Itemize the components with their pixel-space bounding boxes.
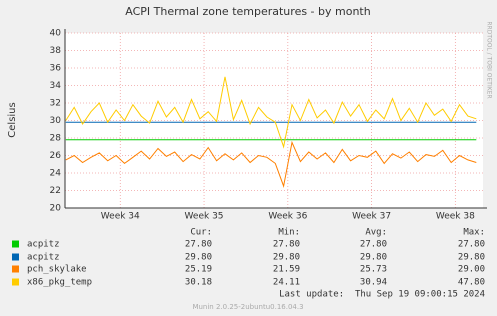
chart-title: ACPI Thermal zone temperatures - by mont… bbox=[125, 5, 370, 18]
y-tick-label: 20 bbox=[50, 204, 62, 214]
legend-value: 27.80 bbox=[360, 240, 387, 250]
legend-label: pch_skylake bbox=[27, 265, 87, 275]
x-tick-label: Week 37 bbox=[352, 212, 391, 222]
legend-value: 29.00 bbox=[458, 265, 485, 275]
y-axis-label: Celsius bbox=[7, 102, 18, 137]
legend-header: Avg: bbox=[365, 228, 387, 238]
x-tick-label: Week 36 bbox=[268, 212, 307, 222]
legend-swatch bbox=[12, 278, 19, 286]
y-tick-label: 24 bbox=[50, 169, 62, 179]
plot-area bbox=[65, 33, 483, 208]
x-tick-label: Week 34 bbox=[101, 212, 140, 222]
legend-value: 25.73 bbox=[360, 265, 387, 275]
legend-label: acpitz bbox=[27, 240, 60, 250]
legend-label: x86_pkg_temp bbox=[27, 278, 92, 288]
x-tick-label: Week 38 bbox=[436, 212, 475, 222]
legend-value: 29.80 bbox=[458, 253, 485, 263]
series-line bbox=[65, 76, 477, 149]
legend-label: acpitz bbox=[27, 253, 60, 263]
x-tick-label: Week 35 bbox=[185, 212, 224, 222]
last-update: Last update: Thu Sep 19 09:00:15 2024 bbox=[279, 290, 485, 300]
legend-swatch bbox=[12, 240, 19, 248]
y-tick-label: 32 bbox=[50, 99, 61, 109]
legend-value: 29.80 bbox=[273, 253, 300, 263]
legend-value: 27.80 bbox=[185, 240, 212, 250]
series-line bbox=[65, 140, 477, 188]
y-tick-label: 34 bbox=[50, 81, 62, 91]
legend-header: Min: bbox=[278, 228, 300, 238]
y-tick-label: 22 bbox=[50, 186, 61, 196]
legend-value: 27.80 bbox=[273, 240, 300, 250]
y-tick-label: 36 bbox=[50, 64, 62, 74]
footer: Munin 2.0.25-2ubuntu0.16.04.3 bbox=[192, 303, 303, 311]
y-tick-label: 26 bbox=[50, 151, 62, 161]
y-tick-label: 38 bbox=[50, 46, 62, 56]
legend-header: Cur: bbox=[190, 228, 212, 238]
legend-value: 29.80 bbox=[360, 253, 387, 263]
y-tick-label: 40 bbox=[50, 29, 62, 39]
legend-value: 30.94 bbox=[360, 278, 387, 288]
y-tick-label: 30 bbox=[50, 116, 62, 126]
legend-swatch bbox=[12, 253, 19, 261]
legend-value: 47.80 bbox=[458, 278, 485, 288]
legend-value: 29.80 bbox=[185, 253, 212, 263]
legend-value: 21.59 bbox=[273, 265, 300, 275]
legend-value: 27.80 bbox=[458, 240, 485, 250]
legend-header: Max: bbox=[463, 228, 485, 238]
legend-swatch bbox=[12, 265, 19, 273]
legend-value: 30.18 bbox=[185, 278, 212, 288]
watermark: RRDTOOL / TOBI OETIKER bbox=[486, 21, 493, 98]
y-tick-label: 28 bbox=[50, 134, 62, 144]
legend-value: 25.19 bbox=[185, 265, 212, 275]
legend-value: 24.11 bbox=[273, 278, 300, 288]
